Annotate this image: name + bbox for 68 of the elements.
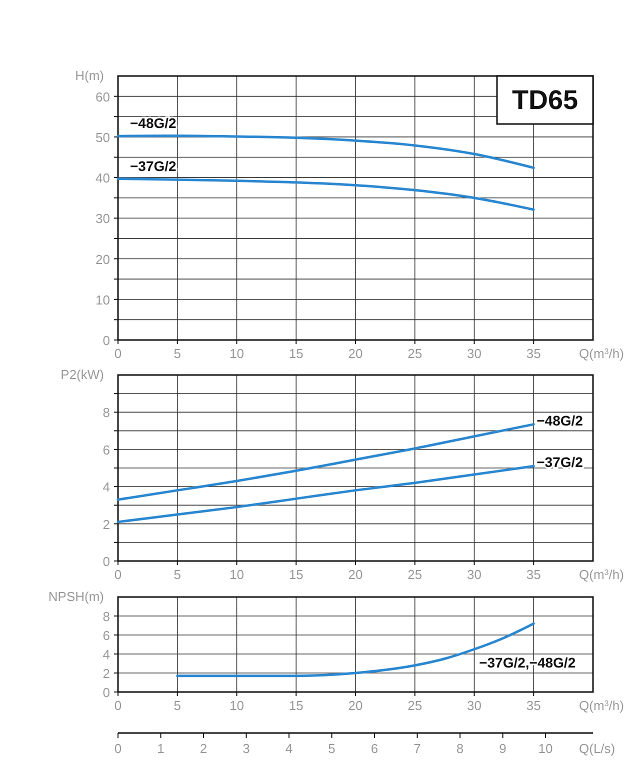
y-tick-label: 20	[96, 252, 110, 267]
series-label: −48G/2	[536, 412, 584, 428]
y-tick-label: 8	[102, 609, 110, 624]
y-tick-label: 0	[102, 685, 110, 700]
y-tick-label: 8	[102, 405, 110, 420]
x2-tick-label: 2	[200, 741, 208, 756]
x2-tick-label: 9	[499, 741, 506, 756]
x-tick-label: 25	[408, 346, 422, 361]
x-tick-label: 5	[174, 567, 181, 582]
x-tick-label: 25	[408, 567, 422, 582]
line-series	[116, 423, 535, 501]
x-tick-label: 5	[174, 698, 181, 713]
y-tick-label: 40	[96, 170, 110, 186]
x2-tick-label: 6	[370, 741, 378, 756]
y-tick-label: 0	[102, 333, 110, 348]
x2-tick-label: 0	[114, 741, 122, 756]
y-tick-label: 0	[102, 554, 110, 569]
x-tick-label: 10	[230, 698, 244, 713]
series-label: −48G/2	[130, 115, 177, 132]
x-tick-label: 15	[288, 346, 304, 361]
x-tick-label: 30	[467, 567, 482, 582]
y-tick-label: 2	[102, 666, 110, 681]
x-tick-label: 35	[526, 346, 541, 361]
x-axis-title: Q(m$^{3}$/h)	[579, 698, 624, 713]
x-tick-label: 25	[408, 698, 422, 713]
x-tick-label: 35	[526, 698, 541, 713]
x-tick-label: 0	[114, 698, 122, 713]
y-tick-label: 4	[102, 647, 110, 662]
y-tick-label: 10	[96, 292, 110, 308]
x-tick-label: 30	[467, 346, 482, 361]
x-tick-label: 20	[348, 698, 363, 713]
x-axis-title: Q(m$^{3}$/h)	[579, 346, 624, 361]
chart-title: TD65	[512, 85, 578, 115]
y-tick-label: 2	[102, 516, 110, 532]
line-series	[116, 464, 535, 524]
x-tick-label: 15	[288, 698, 304, 713]
x2-tick-label: 4	[285, 741, 293, 756]
x-tick-label: 30	[467, 698, 482, 713]
x2-axis-title: Q(L/s)	[579, 741, 616, 756]
x2-tick-label: 3	[242, 741, 250, 756]
y-axis-title: NPSH(m)	[48, 589, 104, 604]
y-axis-title: H(m)	[75, 68, 104, 83]
x-tick-label: 35	[526, 567, 541, 582]
x-tick-label: 15	[288, 567, 304, 582]
x-tick-label: 20	[348, 567, 363, 582]
y-tick-label: 6	[102, 442, 110, 458]
y-tick-label: 60	[96, 89, 110, 104]
y-tick-label: 4	[102, 480, 110, 495]
series-label: −37G/2	[130, 158, 177, 174]
x-tick-label: 0	[114, 346, 122, 361]
y-tick-label: 50	[96, 130, 110, 145]
y-tick-label: 6	[102, 628, 110, 643]
x-tick-label: 5	[174, 346, 181, 361]
line-series	[116, 134, 535, 170]
x2-tick-label: 7	[414, 741, 421, 756]
y-axis-title: P2(kW)	[60, 367, 104, 382]
x-axis-title: Q(m$^{3}$/h)	[579, 567, 624, 582]
x-tick-label: 10	[230, 567, 244, 582]
x2-tick-label: 1	[157, 741, 164, 756]
x2-tick-label: 8	[456, 741, 464, 756]
x-tick-label: 10	[230, 346, 244, 361]
x2-tick-label: 10	[538, 741, 553, 756]
x-tick-label: 0	[114, 567, 122, 582]
y-tick-label: 30	[96, 211, 110, 226]
line-series	[116, 178, 535, 211]
x-tick-label: 20	[348, 346, 363, 361]
x2-tick-label: 5	[328, 741, 336, 756]
series-label: −37G/2	[536, 454, 584, 470]
